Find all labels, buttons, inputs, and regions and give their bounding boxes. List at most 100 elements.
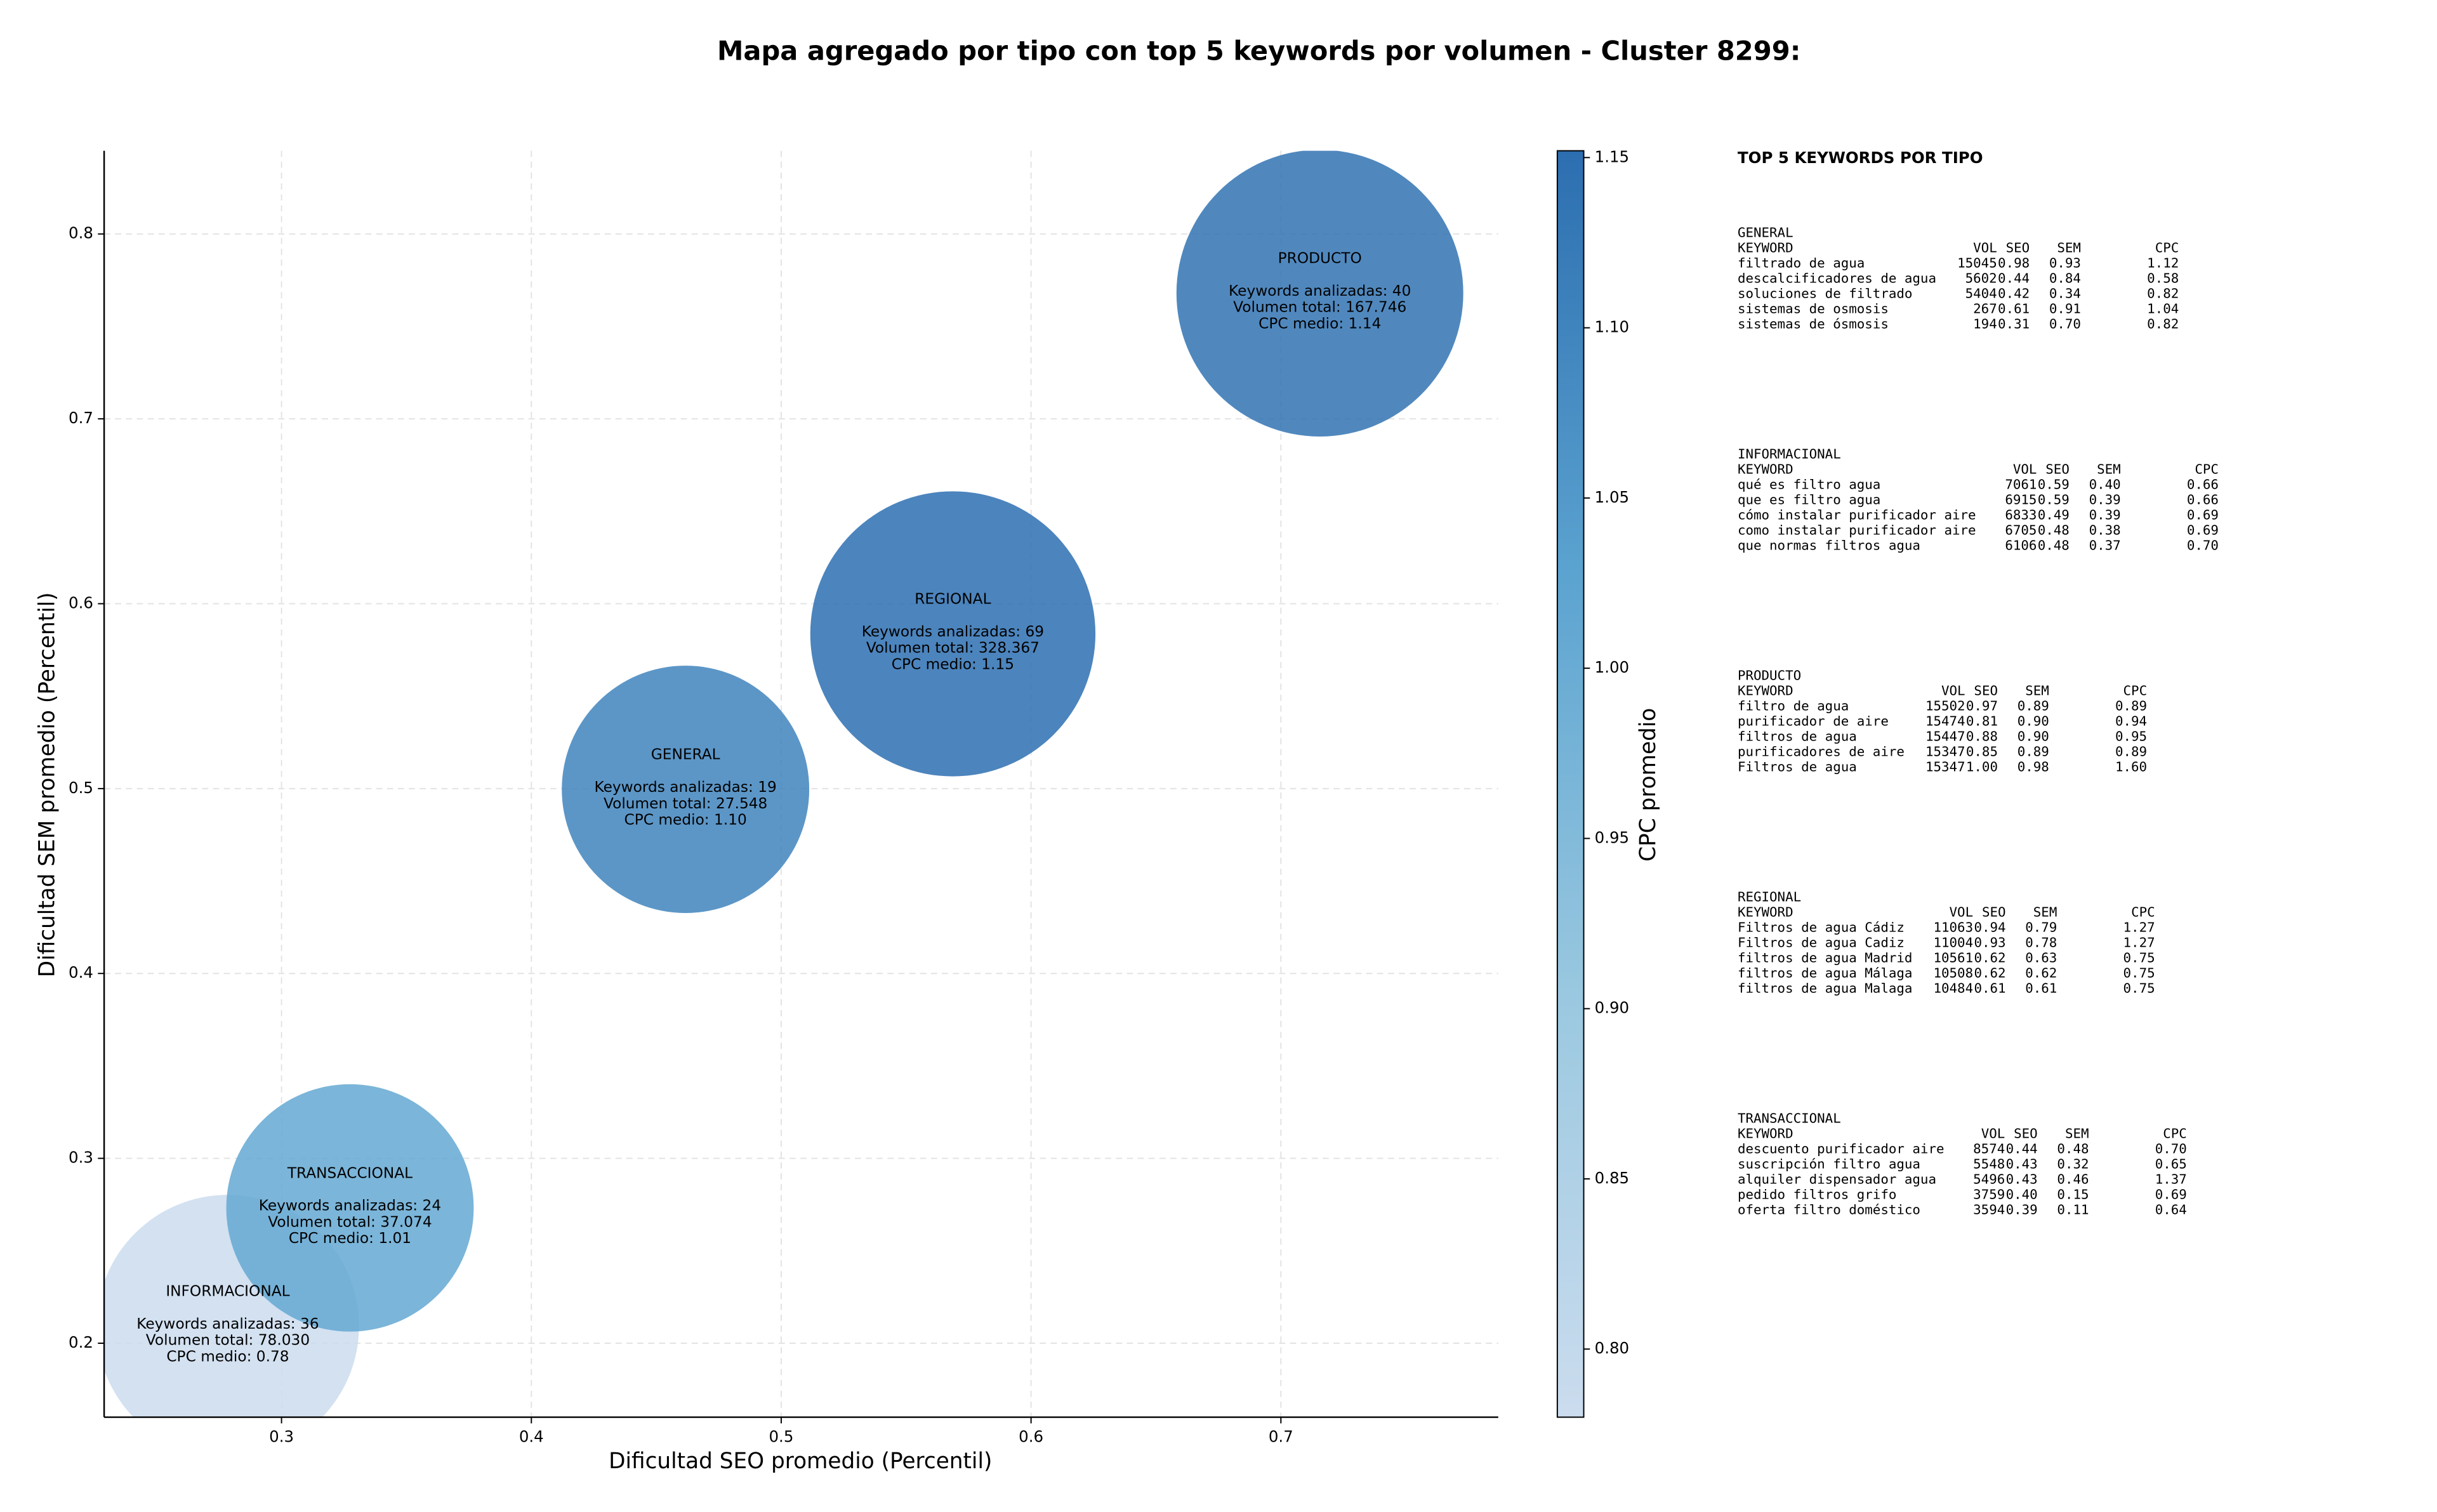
panel-cell: 0.84 [2049, 270, 2081, 286]
panel-cell: Filtros de agua Cádiz [1738, 919, 1905, 935]
panel-cell: 0.66 [2187, 477, 2219, 492]
bubble-annotation: CPC medio: 0.78 [166, 1348, 289, 1365]
panel-column-header: SEM [2097, 461, 2121, 477]
panel-group-name: REGIONAL [1738, 889, 1801, 904]
panel-cell: 0.39 [2006, 1202, 2038, 1217]
panel-group-name: PRODUCTO [1738, 667, 1801, 683]
panel-cell: 0.63 [2025, 950, 2057, 965]
panel-cell: 0.69 [2187, 522, 2219, 537]
panel-cell: 6915 [2005, 492, 2037, 507]
bubble-annotation: Keywords analizadas: 69 [862, 623, 1044, 640]
bubble-annotation: Volumen total: 328.367 [866, 640, 1040, 657]
x-tick-label: 0.4 [519, 1427, 544, 1445]
bubble-annotation: Volumen total: 167.746 [1233, 299, 1406, 316]
colorbar-tick-label: 0.80 [1595, 1339, 1629, 1357]
panel-column-header: SEM [2025, 683, 2049, 698]
panel-cell: 15502 [1925, 698, 1965, 713]
panel-cell: 0.62 [2025, 965, 2057, 980]
x-tick-label: 0.6 [1019, 1427, 1043, 1445]
panel-cell: 15045 [1957, 255, 1997, 270]
panel-cell: como instalar purificador aire [1738, 522, 1976, 537]
panel-cell: 1.12 [2147, 255, 2179, 270]
panel-cell: filtros de agua Madrid [1738, 950, 1912, 965]
bubble-label: REGIONAL [915, 591, 991, 608]
panel-group-name: INFORMACIONAL [1738, 446, 1841, 461]
panel-cell: 0.79 [2025, 919, 2057, 935]
bubble [1176, 150, 1463, 437]
panel-cell: 3594 [1973, 1202, 2005, 1217]
panel-cell: 0.88 [1966, 728, 1998, 744]
panel-cell: 0.61 [1998, 301, 2030, 316]
panel-cell: 0.40 [2006, 1187, 2038, 1202]
panel-column-header: SEM [2033, 904, 2057, 919]
panel-cell: 0.78 [2025, 935, 2057, 950]
panel-cell: 0.37 [2089, 537, 2121, 553]
panel-cell: 6705 [2005, 522, 2037, 537]
panel-cell: 0.82 [2147, 316, 2179, 331]
panel-cell: 0.61 [2025, 980, 2057, 996]
panel-column-header: CPC [2123, 683, 2148, 698]
panel-cell: sistemas de osmosis [1738, 301, 1889, 316]
panel-column-header: SEO [1982, 904, 2006, 919]
panel-cell: descalcificadores de agua [1738, 270, 1936, 286]
panel-cell: 10561 [1933, 950, 1973, 965]
bubble-label: INFORMACIONAL [166, 1283, 289, 1300]
panel-cell: 0.34 [2049, 286, 2081, 301]
panel-cell: 0.39 [2089, 492, 2121, 507]
panel-cell: 10484 [1933, 980, 1973, 996]
panel-cell: 0.94 [1974, 919, 2005, 935]
panel-cell: 0.64 [2155, 1202, 2187, 1217]
panel-cell: 0.15 [2057, 1187, 2089, 1202]
panel-cell: 0.69 [2187, 507, 2219, 522]
panel-cell: 0.89 [2018, 744, 2049, 759]
panel-cell: 7061 [2005, 477, 2037, 492]
y-tick-label: 0.6 [69, 593, 93, 612]
panel-cell: purificadores de aire [1738, 744, 1905, 759]
y-tick-label: 0.5 [69, 779, 93, 797]
panel-cell: 1.60 [2115, 759, 2147, 774]
panel-cell: 0.59 [2038, 492, 2070, 507]
panel-column-header: KEYWORD [1738, 240, 1793, 255]
panel-cell: 0.48 [2038, 522, 2070, 537]
panel-cell: 0.89 [2115, 698, 2147, 713]
y-tick-label: 0.4 [69, 963, 93, 982]
panel-group-name: GENERAL [1738, 225, 1793, 240]
panel-cell: purificador de aire [1738, 713, 1889, 728]
panel-cell: Filtros de agua Cadiz [1738, 935, 1905, 950]
y-tick-label: 0.8 [69, 224, 93, 242]
panel-cell: 0.90 [2018, 713, 2049, 728]
panel-column-header: CPC [2163, 1126, 2187, 1141]
panel-cell: 0.66 [2187, 492, 2219, 507]
panel-cell: 0.38 [2089, 522, 2121, 537]
bubble [562, 666, 810, 913]
panel-cell: 0.70 [2155, 1141, 2187, 1156]
panel-cell: qué es filtro agua [1738, 477, 1880, 492]
bubble [226, 1084, 474, 1332]
bubble-annotation: Volumen total: 27.548 [604, 795, 767, 812]
panel-cell: 15347 [1925, 759, 1965, 774]
bubble-annotation: Keywords analizadas: 24 [259, 1197, 441, 1214]
panel-cell: 267 [1973, 301, 1997, 316]
panel-column-header: SEM [2057, 240, 2081, 255]
panel-cell: 0.94 [2115, 713, 2147, 728]
bubble-annotation: Keywords analizadas: 36 [136, 1315, 319, 1332]
bubble-annotation: CPC medio: 1.10 [624, 812, 747, 829]
y-tick-label: 0.3 [69, 1148, 93, 1167]
panel-cell: que es filtro agua [1738, 492, 1880, 507]
panel-cell: sistemas de ósmosis [1738, 316, 1889, 331]
panel-cell: filtros de agua Málaga [1738, 965, 1912, 980]
panel-cell: filtro de agua [1738, 698, 1849, 713]
bubble [810, 491, 1096, 777]
panel-cell: 0.48 [2038, 537, 2070, 553]
panel-cell: 0.58 [2147, 270, 2179, 286]
panel-cell: 15447 [1925, 728, 1965, 744]
bubble-label: PRODUCTO [1278, 250, 1362, 267]
panel-cell: 0.81 [1966, 713, 1998, 728]
panel-column-header: VOL [2013, 461, 2037, 477]
panel-cell: filtrado de agua [1738, 255, 1865, 270]
panel-cell: 0.31 [1998, 316, 2030, 331]
panel-cell: 0.11 [2057, 1202, 2089, 1217]
colorbar-tick-label: 0.90 [1595, 999, 1629, 1017]
panel-cell: alquiler dispensador agua [1738, 1171, 1936, 1187]
panel-cell: cómo instalar purificador aire [1738, 507, 1976, 522]
